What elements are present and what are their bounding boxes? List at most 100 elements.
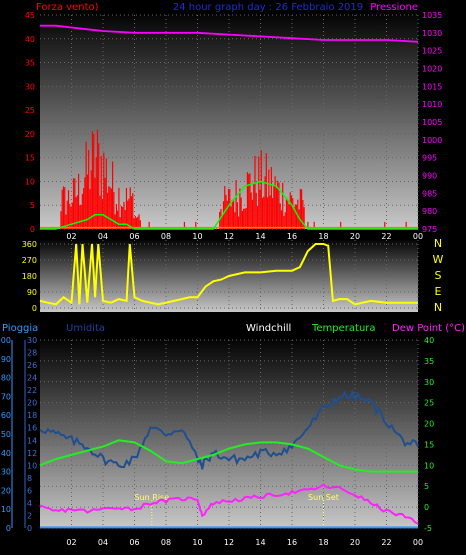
- x-tick-label: 12: [224, 232, 234, 241]
- wind-tick-label: 15: [25, 154, 35, 163]
- temperature-tick-label: 15: [424, 440, 434, 449]
- pressure-line: [40, 24, 419, 43]
- rain-tick-label: 50: [1, 430, 11, 439]
- wind-axis-title: Forza vento): [36, 2, 99, 13]
- x-tick-label: 04: [98, 232, 108, 241]
- rain-tick-label: 80: [1, 374, 11, 383]
- wind-axis-ticks: 0 5 10 15 20 25 30 35 40 45: [25, 11, 35, 234]
- wind-tick-label: 10: [25, 177, 35, 186]
- x-tick-label: 16: [287, 232, 297, 241]
- rain-tick-label: 100: [0, 336, 11, 345]
- humidity-tick-label: 30: [27, 336, 37, 345]
- panel-temperature-x-ticks: 02 04 06 08 10 12 14 16 18 20 22 00: [66, 538, 423, 547]
- humidity-tick-label: 22: [27, 386, 37, 395]
- direction-tick-label: 90: [27, 288, 37, 297]
- wind-tick-label: 40: [25, 35, 35, 44]
- wind-tick-label: 45: [25, 11, 35, 20]
- pressure-tick-label: 1025: [422, 47, 442, 56]
- temperature-tick-label: 10: [424, 461, 434, 470]
- x-tick-label: 14: [255, 538, 265, 547]
- humidity-tick-label: 0: [27, 524, 32, 533]
- humidity-tick-label: 20: [27, 399, 37, 408]
- rain-tick-label: 20: [1, 486, 11, 495]
- temperature-legend: Temperatura: [311, 323, 376, 334]
- temperature-axis-ticks: -5 0 5 10 15 20 25 30 35 40: [424, 336, 434, 533]
- dewpoint-line: [39, 483, 419, 525]
- x-tick-label: 18: [318, 538, 328, 547]
- humidity-tick-label: 28: [27, 349, 37, 358]
- wind-tick-label: 0: [30, 225, 35, 234]
- rain-tick-label: 30: [1, 468, 11, 477]
- temperature-tick-label: 25: [424, 399, 434, 408]
- temperature-tick-label: 40: [424, 336, 434, 345]
- rain-tick-label: 10: [1, 505, 11, 514]
- x-tick-label: 06: [129, 538, 139, 547]
- compass-label: E: [435, 285, 442, 298]
- humidity-tick-label: 16: [27, 424, 37, 433]
- x-tick-label: 14: [255, 232, 265, 241]
- temperature-tick-label: 5: [424, 482, 429, 491]
- rain-tick-label: 0: [6, 524, 11, 533]
- compass-label: S: [435, 269, 442, 282]
- panel-wind-x-ticks: 02 04 06 08 10 12 14 16 18 20 22 00: [66, 232, 423, 241]
- rain-tick-label: 40: [1, 449, 11, 458]
- wind-direction-line: [39, 243, 418, 306]
- x-tick-label: 16: [287, 538, 297, 547]
- rain-tick-label: 90: [1, 355, 11, 364]
- pressure-tick-label: 985: [422, 189, 437, 198]
- temperature-tick-label: 0: [424, 503, 429, 512]
- x-tick-label: 12: [224, 538, 234, 547]
- pressure-tick-label: 990: [422, 172, 437, 181]
- x-tick-label: 22: [381, 538, 391, 547]
- humidity-tick-label: 18: [27, 411, 37, 420]
- x-tick-label: 02: [66, 538, 76, 547]
- humidity-tick-label: 14: [27, 436, 37, 445]
- x-tick-label: 00: [413, 232, 423, 241]
- rain-axis-title: Pioggia: [2, 323, 38, 334]
- temperature-tick-label: 20: [424, 420, 434, 429]
- wind-tick-label: 5: [30, 201, 35, 210]
- x-tick-label: 06: [129, 232, 139, 241]
- humidity-line: [39, 389, 419, 470]
- x-tick-label: 18: [318, 232, 328, 241]
- rain-axis-ticks: 0 10 20 30 40 50 60 70 80 90 100: [0, 336, 13, 533]
- wind-tick-label: 20: [25, 130, 35, 139]
- x-tick-label: 08: [161, 232, 171, 241]
- humidity-tick-label: 2: [27, 511, 32, 520]
- windchill-legend: Windchill: [246, 323, 291, 334]
- pressure-tick-label: 975: [422, 225, 437, 234]
- compass-label: N: [434, 237, 442, 250]
- pressure-tick-label: 995: [422, 154, 437, 163]
- wind-average-line: [40, 180, 418, 230]
- humidity-axis-title: Umidita: [66, 323, 105, 334]
- wind-gust-bars: [40, 129, 418, 229]
- wind-tick-label: 30: [25, 82, 35, 91]
- x-tick-label: 04: [98, 538, 108, 547]
- humidity-tick-label: 12: [27, 449, 37, 458]
- temperature-tick-label: 30: [424, 378, 434, 387]
- direction-tick-label: 180: [22, 272, 37, 281]
- direction-tick-label: 360: [22, 240, 37, 249]
- pressure-tick-label: 1035: [422, 11, 442, 20]
- humidity-tick-label: 10: [27, 461, 37, 470]
- direction-tick-label: 270: [22, 256, 37, 265]
- panel-temperature-grid: [40, 339, 419, 529]
- graph-title: 24 hour graph day : 26 Febbraio 2019: [173, 2, 363, 13]
- sun-marker-label: Sun Rise: [135, 493, 170, 502]
- humidity-tick-label: 24: [27, 374, 37, 383]
- x-tick-label: 00: [413, 538, 423, 547]
- pressure-axis-title: Pressione: [370, 2, 418, 13]
- temperature-line: [39, 439, 418, 473]
- rain-tick-label: 60: [1, 411, 11, 420]
- sun-markers: Sun Rise Sun Set: [135, 493, 339, 528]
- humidity-tick-label: 8: [27, 474, 32, 483]
- x-tick-label: 02: [66, 232, 76, 241]
- pressure-tick-label: 1010: [422, 100, 442, 109]
- rain-tick-label: 70: [1, 392, 11, 401]
- x-tick-label: 10: [192, 538, 202, 547]
- humidity-tick-label: 4: [27, 499, 32, 508]
- sun-marker-label: Sun Set: [308, 493, 339, 502]
